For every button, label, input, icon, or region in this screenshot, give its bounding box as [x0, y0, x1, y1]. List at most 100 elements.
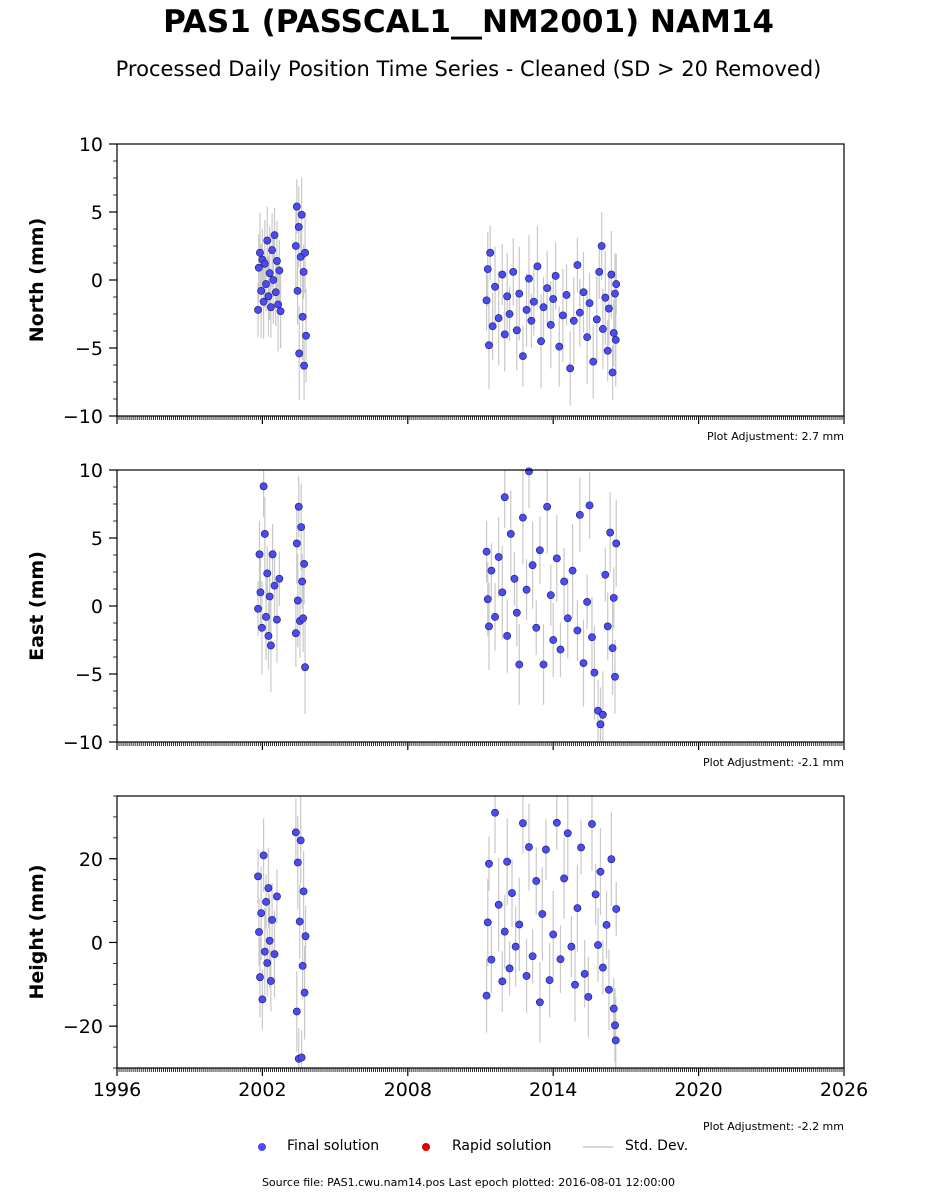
- final-solution-point: [545, 976, 554, 985]
- y-tick-label: 5: [91, 202, 103, 224]
- final-solution-point: [295, 349, 304, 358]
- final-solution-point: [528, 952, 537, 961]
- final-solution-point: [590, 668, 599, 677]
- final-solution-point: [498, 588, 507, 597]
- final-solution-point: [262, 612, 270, 621]
- final-solution-point: [256, 248, 264, 257]
- y-axis-label: Height (mm): [26, 864, 48, 999]
- final-solution-point: [542, 845, 550, 854]
- final-solution-point: [297, 523, 306, 532]
- final-solution-point: [585, 299, 594, 308]
- final-solution-point: [275, 266, 284, 275]
- final-solution-point: [606, 528, 615, 537]
- legend-rapid-marker: [422, 1143, 430, 1151]
- final-solution-point: [539, 660, 548, 669]
- final-solution-point: [596, 720, 605, 729]
- final-solution-point: [515, 920, 524, 929]
- final-solution-point: [519, 819, 527, 828]
- final-solution-point: [494, 900, 503, 909]
- final-solution-point: [546, 591, 555, 600]
- final-solution-point: [612, 539, 621, 548]
- final-solution-point: [506, 530, 515, 538]
- final-solution-point: [569, 316, 578, 325]
- final-solution-point: [297, 1053, 306, 1062]
- final-solution-point: [298, 312, 307, 321]
- final-solution-point: [575, 308, 584, 317]
- legend-final-label: Final solution: [287, 1138, 380, 1154]
- final-solution-point: [485, 859, 493, 868]
- final-solution-point: [529, 297, 538, 306]
- x-tick-label: 2020: [674, 1079, 722, 1101]
- final-solution-point: [539, 303, 548, 312]
- x-tick-label: 2014: [529, 1079, 577, 1101]
- final-solution-point: [573, 626, 582, 635]
- final-solution-point: [601, 293, 610, 302]
- final-solution-point: [607, 855, 616, 864]
- final-solution-point: [580, 969, 589, 978]
- x-tick-label: 1996: [93, 1079, 141, 1101]
- final-solution-point: [270, 950, 279, 959]
- final-solution-point: [293, 858, 302, 867]
- y-tick-label: 0: [91, 270, 103, 292]
- panel-2: −10 −5 0 5 10 East (mm) Plot Adjustment: -2.1 …: [26, 460, 845, 769]
- final-solution-point: [538, 910, 547, 918]
- final-solution-point: [258, 623, 266, 632]
- final-solution-point: [525, 843, 533, 851]
- y-tick-label: 5: [91, 528, 103, 550]
- legend-stddev-label: Std. Dev.: [625, 1138, 689, 1154]
- final-solution-point: [263, 569, 272, 578]
- final-solution-point: [598, 325, 607, 333]
- final-solution-point: [596, 867, 605, 876]
- final-solution-point: [259, 297, 268, 306]
- final-solution-point: [255, 550, 264, 559]
- final-solution-point: [275, 574, 284, 583]
- final-solution-point: [264, 632, 273, 640]
- final-solution-point: [260, 259, 269, 268]
- final-solution-point: [568, 566, 577, 575]
- final-solution-point: [537, 337, 545, 346]
- final-solution-point: [293, 286, 302, 295]
- final-solution-point: [296, 836, 305, 845]
- final-solution-point: [254, 604, 262, 613]
- y-tick-label: 10: [79, 134, 103, 156]
- final-solution-point: [297, 210, 306, 219]
- final-solution-point: [485, 622, 493, 631]
- y-axis-label: East (mm): [26, 551, 48, 661]
- y-tick-label: 20: [79, 849, 103, 871]
- final-solution-point: [608, 644, 617, 653]
- final-solution-point: [573, 261, 582, 269]
- final-solution-point: [575, 510, 584, 519]
- final-solution-point: [533, 262, 542, 271]
- final-solution-point: [300, 361, 308, 370]
- final-solution-point: [560, 874, 569, 883]
- final-solution-point: [266, 303, 275, 312]
- final-solution-point: [254, 306, 262, 314]
- final-solution-point: [262, 897, 270, 906]
- final-solution-point: [535, 546, 544, 555]
- final-solution-point: [299, 267, 308, 276]
- final-solution-point: [598, 710, 607, 719]
- final-solution-point: [505, 310, 514, 318]
- final-solution-point: [527, 316, 536, 325]
- final-solution-point: [483, 265, 492, 274]
- final-solution-point: [266, 977, 275, 985]
- final-solution-point: [601, 570, 610, 579]
- final-solution-point: [301, 663, 309, 672]
- final-solution-point: [552, 818, 561, 827]
- final-solution-point: [500, 927, 509, 936]
- final-solution-point: [488, 322, 497, 331]
- plot-frame: [116, 469, 845, 743]
- final-solution-point: [503, 292, 512, 301]
- final-solution-point: [543, 284, 552, 293]
- final-solution-point: [563, 614, 572, 623]
- final-solution-point: [266, 641, 275, 650]
- final-solution-point: [301, 932, 310, 941]
- final-solution-point: [560, 577, 569, 586]
- final-solution-point: [292, 539, 301, 548]
- final-solution-point: [292, 1007, 301, 1016]
- final-solution-point: [611, 672, 619, 681]
- final-solution-point: [503, 632, 512, 640]
- final-solution-point: [588, 820, 596, 828]
- final-solution-point: [254, 872, 262, 881]
- final-solution-point: [491, 282, 499, 291]
